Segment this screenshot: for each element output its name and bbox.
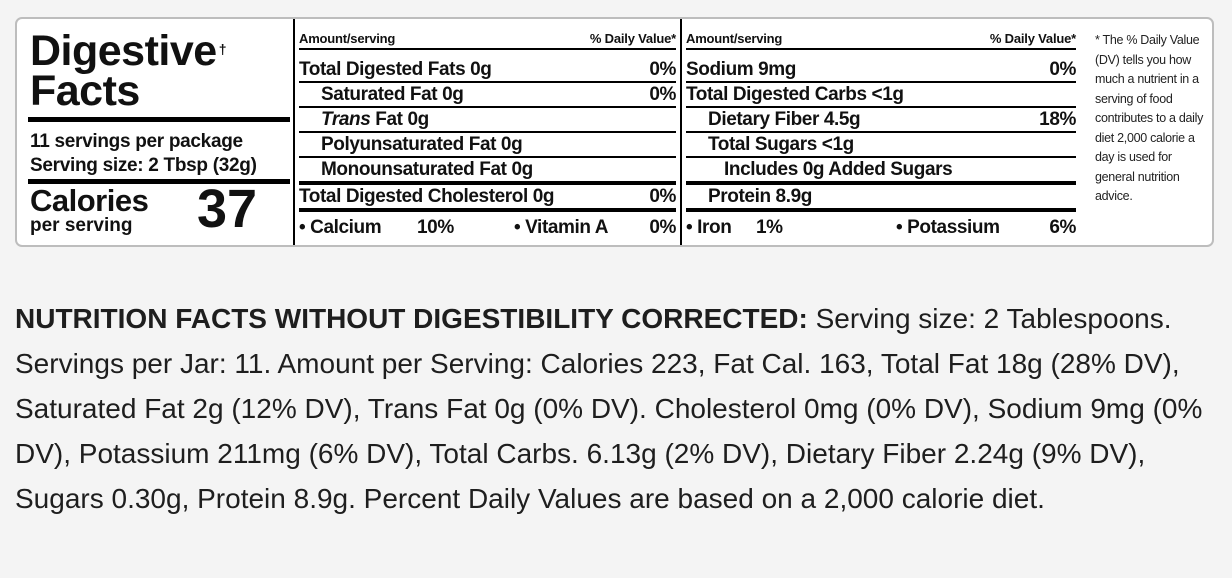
nutrition-paragraph: NUTRITION FACTS WITHOUT DIGESTIBILITY CO… [15,296,1220,521]
daily-value-footnote: * The % Daily Value (DV) tells you how m… [1095,33,1204,203]
potassium-value: 6% [1049,217,1076,238]
nutrient-row: Sodium 9mg 0% [686,57,1076,83]
calories-value: 37 [197,179,258,239]
nutrient-name: Trans Fat 0g [321,109,429,131]
nutrient-row: Protein 8.9g [686,184,1076,212]
trans-rest: Fat 0g [370,109,429,130]
serving-size: Serving size: 2 Tbsp (32g) [30,155,257,176]
nutrient-name: Includes 0g Added Sugars [724,159,953,180]
calories-label: Calories [30,183,149,218]
digestive-facts-label: Digestive † Facts 11 servings per package… [15,17,1214,247]
trans-italic: Trans [321,109,371,130]
calcium-label: • Calcium [299,217,382,238]
nutrient-row: Total Sugars <1g [686,132,1076,158]
nutrient-name: Monounsaturated Fat 0g [321,159,533,180]
vitamin-a-label: • Vitamin A [514,217,609,238]
potassium-label: • Potassium [896,217,1000,238]
column-a-header: Amount/serving % Daily Value* [299,31,676,50]
title-dagger: † [218,41,227,57]
servings-per-package: 11 servings per package [30,131,243,152]
label-title: Digestive † Facts [30,30,227,113]
nutrient-name: Dietary Fiber 4.5g [708,109,861,130]
nutrient-row: Total Digested Fats 0g 0% [299,57,676,83]
nutrient-row: Monounsaturated Fat 0g [299,157,676,185]
nutrient-dv: 0% [1049,59,1076,80]
column-b-header: Amount/serving % Daily Value* [686,31,1076,50]
title-line-1: Digestive [30,27,217,75]
nutrient-name: Polyunsaturated Fat 0g [321,134,523,155]
vitamin-a-value: 0% [649,217,676,238]
nutrient-dv: 0% [649,84,676,105]
calcium-value: 10% [417,217,454,238]
paragraph-heading: NUTRITION FACTS WITHOUT DIGESTIBILITY CO… [15,303,808,334]
nutrient-row: Dietary Fiber 4.5g 18% [686,107,1076,133]
nutrient-row: Trans Fat 0g [299,107,676,133]
nutrient-dv: 0% [649,186,676,207]
nutrients-column-b: Amount/serving % Daily Value* Sodium 9mg… [682,19,1080,245]
daily-value-header: % Daily Value* [589,31,676,46]
nutrient-name: Saturated Fat 0g [321,84,464,105]
nutrient-name: Sodium 9mg [686,59,797,80]
nutrient-dv: 18% [1039,109,1076,130]
nutrient-dv: 0% [649,59,676,80]
iron-label: • Iron [686,217,732,238]
nutrient-name: Total Digested Fats 0g [299,59,492,80]
paragraph-body: Serving size: 2 Tablespoons. Servings pe… [15,303,1203,514]
nutrient-name: Total Digested Cholesterol 0g [299,186,555,207]
nutrient-row: Total Digested Carbs <1g [686,82,1076,108]
label-summary-column: Digestive † Facts 11 servings per package… [17,19,295,245]
nutrient-row: Saturated Fat 0g 0% [299,82,676,108]
amount-serving-header: Amount/serving [299,31,396,46]
nutrient-name: Total Digested Carbs <1g [686,84,904,105]
nutrients-column-a: Amount/serving % Daily Value* Total Dige… [295,19,682,245]
nutrient-row: Includes 0g Added Sugars [686,157,1076,185]
nutrient-name: Protein 8.9g [708,186,812,207]
serving-rule [28,179,290,184]
nutrient-row: Total Digested Cholesterol 0g 0% [299,184,676,212]
nutrient-name: Total Sugars <1g [708,134,854,155]
title-rule [28,117,290,122]
nutrient-row: Polyunsaturated Fat 0g [299,132,676,158]
daily-value-header: % Daily Value* [989,31,1076,46]
title-line-2: Facts [30,67,140,115]
amount-serving-header: Amount/serving [686,31,783,46]
calories-sub: per serving [30,215,133,236]
iron-value: 1% [756,217,783,238]
